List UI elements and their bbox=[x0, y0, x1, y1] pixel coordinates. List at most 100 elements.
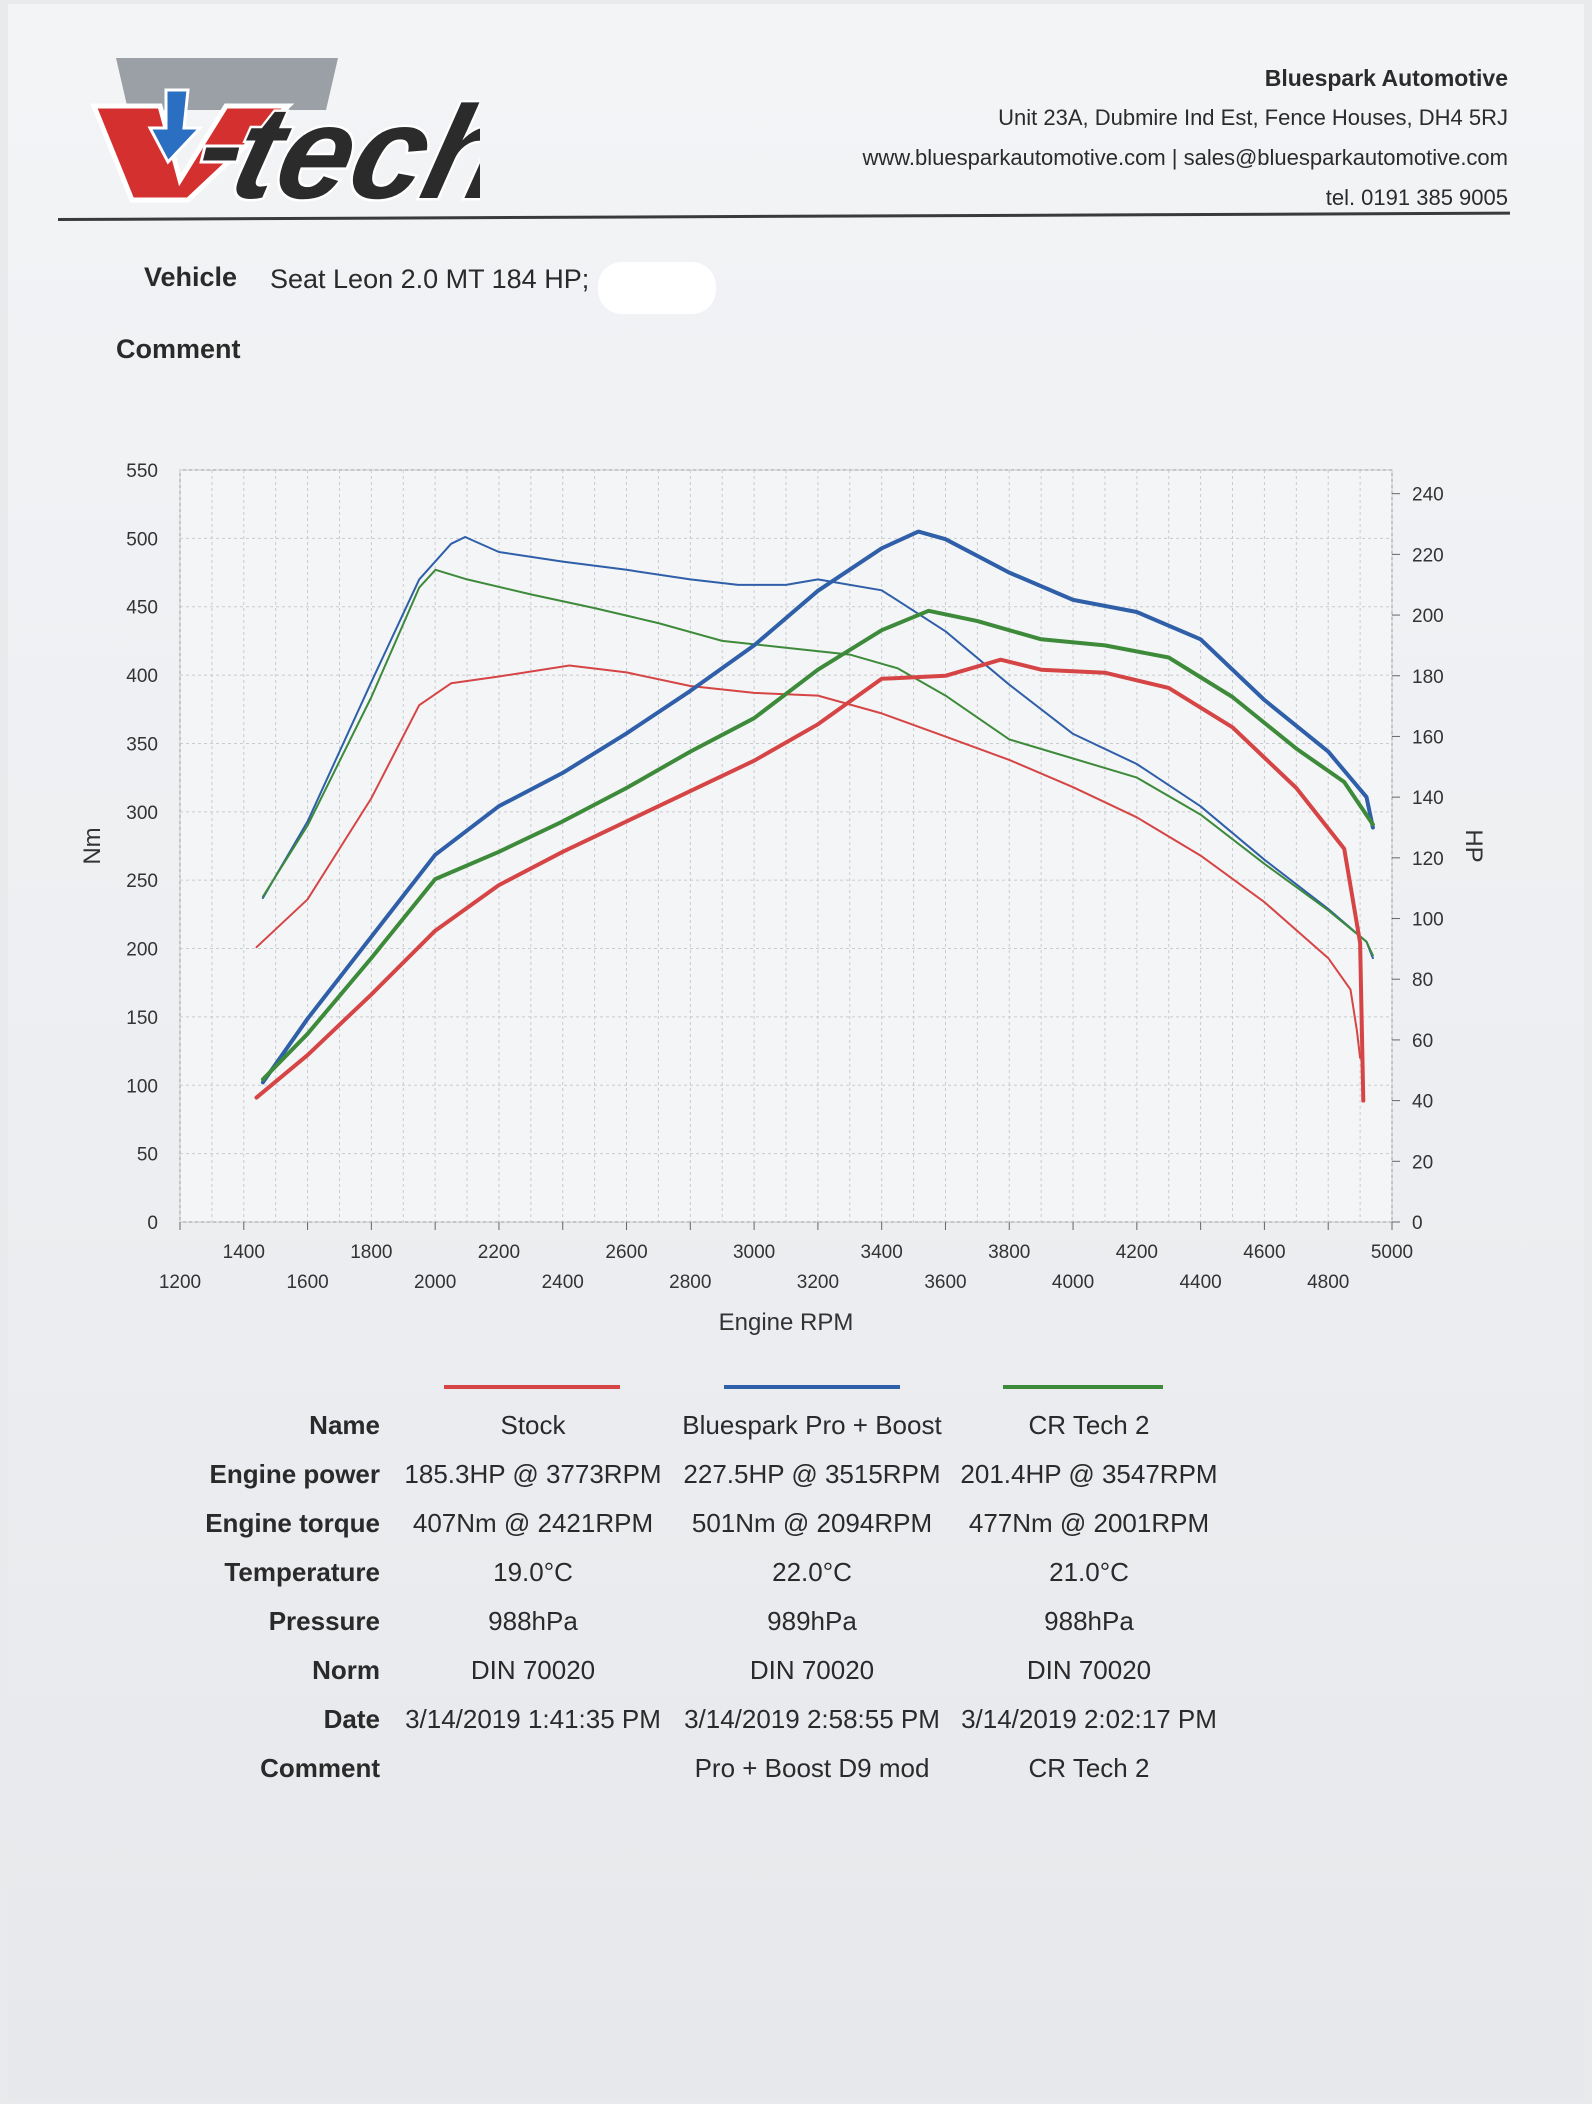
y-left-axis-label: Nm bbox=[79, 827, 106, 864]
svg-text:tech: tech bbox=[219, 80, 480, 216]
cell-stock-date: 3/14/2019 1:41:35 PM bbox=[405, 1704, 661, 1734]
y-right-tick-label: 40 bbox=[1412, 1092, 1433, 1113]
cell-bluespark-engine-torque: 501Nm @ 2094RPM bbox=[691, 1508, 933, 1538]
x-lower-tick-label: 3600 bbox=[924, 1272, 966, 1293]
company-web-email: www.bluesparkautomotive.com | sales@blue… bbox=[862, 145, 1508, 170]
y-left-tick-label: 300 bbox=[126, 803, 158, 824]
series-bluespark-power-line bbox=[260, 529, 1375, 1085]
v-tech-logo: tech bbox=[90, 58, 480, 216]
y-left-tick-label: 400 bbox=[126, 666, 158, 687]
cell-stock-norm: DIN 70020 bbox=[470, 1655, 596, 1685]
x-upper-tick-label: 2200 bbox=[478, 1242, 520, 1263]
x-lower-tick-label: 2000 bbox=[414, 1272, 456, 1293]
x-lower-tick-label: 1200 bbox=[159, 1272, 201, 1293]
x-upper-tick-label: 3000 bbox=[733, 1242, 775, 1263]
y-right-tick-label: 100 bbox=[1412, 910, 1444, 931]
y-right-tick-label: 140 bbox=[1412, 788, 1444, 809]
x-upper-tick-label: 5000 bbox=[1371, 1242, 1413, 1263]
y-right-tick-label: 120 bbox=[1412, 849, 1444, 870]
y-left-tick-label: 350 bbox=[126, 734, 158, 755]
x-lower-tick-label: 4000 bbox=[1052, 1272, 1094, 1293]
y-right-tick-label: 160 bbox=[1412, 727, 1444, 748]
comment-label: Comment bbox=[116, 334, 241, 364]
series-stock-power-line bbox=[254, 657, 1366, 1103]
series-bluespark-torque-line bbox=[261, 536, 1374, 960]
cell-crtech-date: 3/14/2019 2:02:17 PM bbox=[961, 1704, 1217, 1734]
cell-bluespark-engine-power: 227.5HP @ 3515RPM bbox=[683, 1459, 941, 1489]
x-lower-tick-label: 4800 bbox=[1307, 1272, 1349, 1293]
cell-stock-engine-torque: 407Nm @ 2421RPM bbox=[412, 1508, 654, 1538]
x-axis-label: Engine RPM bbox=[719, 1309, 854, 1336]
x-upper-tick-label: 4200 bbox=[1116, 1242, 1158, 1263]
x-lower-tick-label: 4400 bbox=[1179, 1272, 1221, 1293]
y-right-tick-label: 80 bbox=[1412, 970, 1433, 991]
x-upper-tick-label: 1400 bbox=[223, 1242, 265, 1263]
company-block: Bluespark Automotive Unit 23A, Dubmire I… bbox=[862, 58, 1508, 218]
redaction-blot bbox=[598, 262, 716, 314]
y-left-tick-label: 150 bbox=[126, 1008, 158, 1029]
y-left-tick-label: 200 bbox=[126, 940, 158, 961]
vehicle-label: Vehicle bbox=[144, 262, 238, 292]
cell-bluespark-norm: DIN 70020 bbox=[749, 1655, 875, 1685]
cell-bluespark-date: 3/14/2019 2:58:55 PM bbox=[684, 1704, 940, 1734]
x-upper-tick-label: 2600 bbox=[605, 1242, 647, 1263]
series-stock-torque-line bbox=[255, 664, 1362, 1059]
y-left-tick-label: 450 bbox=[126, 598, 158, 619]
x-upper-tick-label: 4600 bbox=[1243, 1242, 1285, 1263]
company-phone: tel. 0191 385 9005 bbox=[1325, 185, 1508, 210]
y-left-tick-label: 500 bbox=[126, 529, 158, 550]
x-lower-tick-label: 3200 bbox=[797, 1272, 839, 1293]
cell-stock-pressure: 988hPa bbox=[488, 1606, 578, 1636]
y-left-tick-label: 550 bbox=[126, 461, 158, 482]
y-right-tick-label: 200 bbox=[1412, 606, 1444, 627]
cell-crtech-engine-torque: 477Nm @ 2001RPM bbox=[968, 1508, 1210, 1538]
legend-line-bluespark bbox=[724, 1385, 900, 1389]
cell-crtech-pressure: 988hPa bbox=[1044, 1606, 1134, 1636]
row-label-norm: Norm bbox=[312, 1655, 380, 1685]
vehicle-value: Seat Leon 2.0 MT 184 HP; bbox=[270, 264, 590, 294]
y-left-tick-label: 0 bbox=[147, 1213, 158, 1234]
row-label-name: Name bbox=[309, 1410, 380, 1440]
y-right-tick-label: 180 bbox=[1412, 667, 1444, 688]
series-crtech-power-line bbox=[260, 608, 1375, 1082]
cell-stock-temperature: 19.0°C bbox=[493, 1557, 573, 1587]
x-upper-tick-label: 3800 bbox=[988, 1242, 1030, 1263]
cell-bluespark-comment: Pro + Boost D9 mod bbox=[694, 1753, 930, 1783]
row-label-comment: Comment bbox=[260, 1753, 380, 1783]
x-lower-tick-label: 2800 bbox=[669, 1272, 711, 1293]
row-label-temperature: Temperature bbox=[224, 1557, 380, 1587]
legend-line-crtech bbox=[1003, 1385, 1163, 1389]
cell-bluespark-pressure: 989hPa bbox=[767, 1606, 857, 1636]
cell-crtech-norm: DIN 70020 bbox=[1026, 1655, 1152, 1685]
plot-area bbox=[179, 469, 1393, 1223]
x-upper-tick-label: 1800 bbox=[350, 1242, 392, 1263]
cell-crtech-engine-power: 201.4HP @ 3547RPM bbox=[960, 1459, 1218, 1489]
y-right-tick-label: 240 bbox=[1412, 485, 1444, 506]
cell-bluespark-temperature: 22.0°C bbox=[772, 1557, 852, 1587]
y-left-tick-label: 250 bbox=[126, 871, 158, 892]
series-crtech-torque-line bbox=[261, 568, 1374, 957]
company-name: Bluespark Automotive bbox=[1264, 65, 1508, 91]
legend-line-stock bbox=[444, 1385, 620, 1389]
y-right-tick-label: 20 bbox=[1412, 1152, 1433, 1173]
x-upper-tick-label: 3400 bbox=[861, 1242, 903, 1263]
cell-crtech-temperature: 21.0°C bbox=[1049, 1557, 1129, 1587]
y-right-tick-label: 60 bbox=[1412, 1031, 1433, 1052]
row-label-engine-power: Engine power bbox=[209, 1459, 380, 1489]
y-right-tick-label: 220 bbox=[1412, 545, 1444, 566]
cell-bluespark-name: Bluespark Pro + Boost bbox=[682, 1410, 942, 1440]
cell-stock-name: Stock bbox=[500, 1410, 566, 1440]
row-label-date: Date bbox=[323, 1704, 380, 1734]
y-right-tick-label: 0 bbox=[1412, 1213, 1423, 1234]
cell-crtech-comment: CR Tech 2 bbox=[1028, 1753, 1150, 1783]
y-left-tick-label: 50 bbox=[137, 1145, 158, 1166]
row-label-engine-torque: Engine torque bbox=[205, 1508, 380, 1538]
row-label-pressure: Pressure bbox=[268, 1606, 380, 1636]
company-address: Unit 23A, Dubmire Ind Est, Fence Houses,… bbox=[998, 105, 1508, 130]
cell-crtech-name: CR Tech 2 bbox=[1028, 1410, 1150, 1440]
x-lower-tick-label: 2400 bbox=[542, 1272, 584, 1293]
dyno-chart: 0 50 100 150 200 250 300 350 400 450 500 550 0 20 40 60… bbox=[79, 461, 1487, 1336]
y-right-axis-label: HP bbox=[1460, 829, 1487, 862]
cell-stock-engine-power: 185.3HP @ 3773RPM bbox=[404, 1459, 662, 1489]
y-left-tick-label: 100 bbox=[126, 1076, 158, 1097]
